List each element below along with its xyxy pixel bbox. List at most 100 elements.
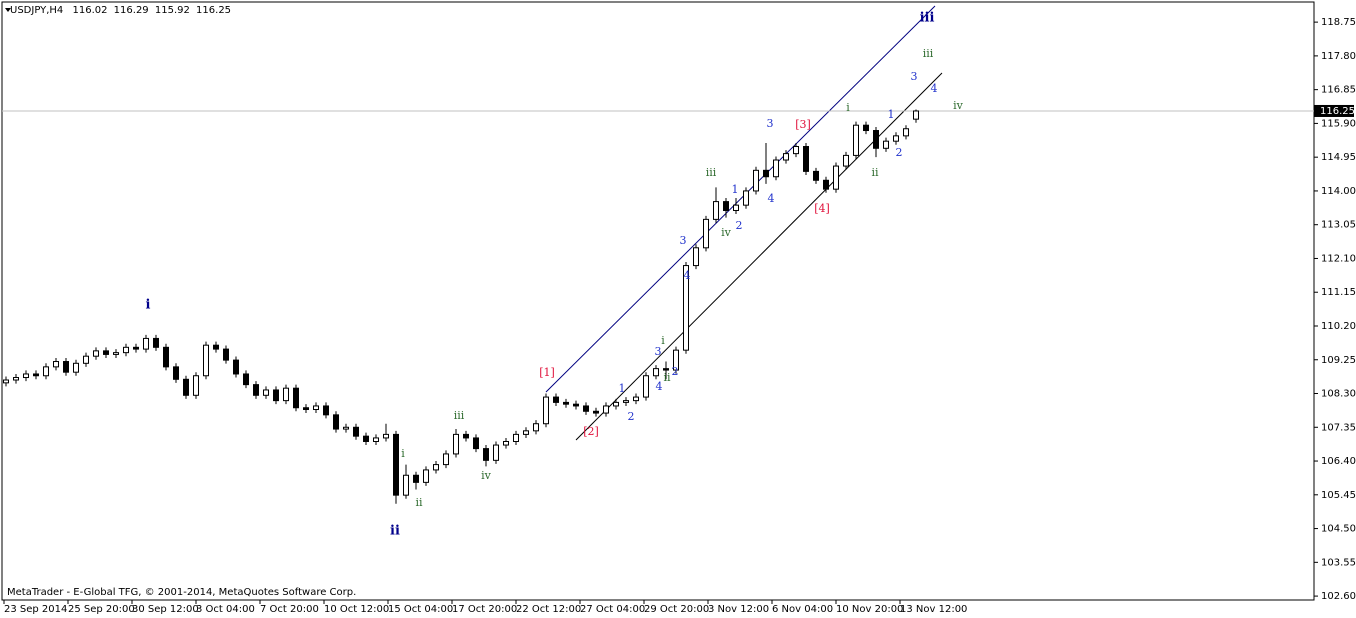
candle-body [603,405,609,414]
symbol: USDJPY,H4 [10,5,63,16]
candle-body [563,401,569,405]
x-tick-label: 23 Sep 2014 [4,604,67,615]
candle-body [693,247,699,267]
candle-body [333,414,339,430]
candle-body [823,179,829,190]
y-tick-label: 108.30 [1321,389,1356,400]
candle-body [723,201,729,211]
candle-body [363,435,369,442]
candle-body [123,346,129,354]
candle-body [273,389,279,402]
candle-body [373,437,379,442]
candle-body [23,373,29,379]
wave-label: 3 [655,345,662,358]
x-tick-label: 3 Oct 04:00 [196,604,255,615]
y-tick-label: 111.15 [1321,287,1356,298]
candle-body [293,387,299,409]
y-tick-label: 114.95 [1321,152,1356,163]
candle-body [553,396,559,403]
price-tag [1314,104,1354,117]
wave-label: 3 [911,70,918,83]
candle-body [433,464,439,471]
wave-label: 4 [931,82,938,95]
candle-body [843,154,849,167]
candle-body [93,350,99,357]
candle-body [423,469,429,483]
wave-label: ii [663,371,671,384]
y-tick-label: 106.40 [1321,456,1356,467]
wave-label: 2 [672,365,679,378]
candle-body [773,159,779,178]
candle-body [713,201,719,220]
x-tick-label: 25 Sep 20:00 [68,604,135,615]
x-tick-label: 17 Oct 20:00 [452,604,517,615]
candle-body [543,396,549,425]
candle-body [463,433,469,439]
candle-body [763,169,769,178]
wave-label: iii [454,409,465,422]
candle-body [653,368,659,377]
candle-body [183,378,189,396]
wave-label: iv [721,226,732,239]
candle-body [213,344,219,350]
wave-label: 3 [680,234,687,247]
candle-body [583,405,589,412]
candle-body [303,407,309,411]
wave-label: [3] [795,118,811,131]
wave-label: 4 [684,269,691,282]
header-open: 116.02 [72,5,107,16]
candle-body [3,379,9,384]
wave-label: iii [920,11,935,26]
y-tick-label: 104.50 [1321,524,1356,535]
candle-body [353,426,359,437]
candle-body [193,375,199,396]
candle-body [243,373,249,386]
chart-header: USDJPY,H4 116.02 116.29 115.92 116.25 [10,5,231,16]
x-tick-label: 6 Nov 04:00 [772,604,833,615]
candle-body [343,426,349,430]
y-tick-label: 115.90 [1321,118,1356,129]
wave-label: 3 [767,117,774,130]
header-high: 116.29 [114,5,149,16]
y-tick-label: 117.80 [1321,51,1356,62]
wave-label: 1 [888,108,895,121]
y-tick-label: 114.00 [1321,186,1356,197]
y-tick-label: 107.35 [1321,422,1356,433]
header-low: 115.92 [155,5,190,16]
wave-label: [4] [814,202,830,215]
candle-body [383,433,389,439]
x-tick-label: 13 Nov 12:00 [900,604,967,615]
candle-body [873,130,879,149]
menu-arrow [5,8,11,12]
candle-body [143,337,149,350]
x-tick-label: 30 Sep 12:00 [132,604,199,615]
candle-body [163,346,169,368]
y-tick-label: 116.85 [1321,85,1356,96]
wave-label: iii [923,47,934,60]
x-tick-label: 7 Oct 20:00 [260,604,319,615]
x-tick-label: 3 Nov 12:00 [708,604,769,615]
candle-body [13,377,19,381]
candle-body [203,344,209,377]
candle-body [673,349,679,371]
candle-body [863,124,869,132]
wave-label: 2 [896,146,903,159]
candle-body [903,128,909,137]
candle-body [533,423,539,432]
wave-label: 1 [619,382,626,395]
y-tick-label: 105.45 [1321,490,1356,501]
wave-label: [1] [539,366,555,379]
y-tick-label: 109.25 [1321,355,1356,366]
candle-body [323,405,329,416]
candle-body [233,359,239,375]
price-tag-label: 116.25 [1320,106,1355,117]
candle-body [523,430,529,435]
candle-body [593,410,599,414]
candle-body [103,350,109,355]
candle-body [153,337,159,348]
candle-body [733,204,739,211]
candle-body [473,437,479,450]
y-tick-label: 118.75 [1321,17,1356,28]
candle-body [43,366,49,377]
candle-body [413,474,419,483]
